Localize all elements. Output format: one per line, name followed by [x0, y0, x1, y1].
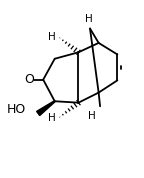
Text: HO: HO: [6, 103, 26, 116]
Text: O: O: [25, 73, 34, 86]
Text: H: H: [48, 32, 56, 42]
Polygon shape: [37, 101, 55, 116]
Text: H: H: [85, 14, 92, 24]
Text: H: H: [48, 113, 56, 123]
Text: H: H: [88, 111, 96, 121]
